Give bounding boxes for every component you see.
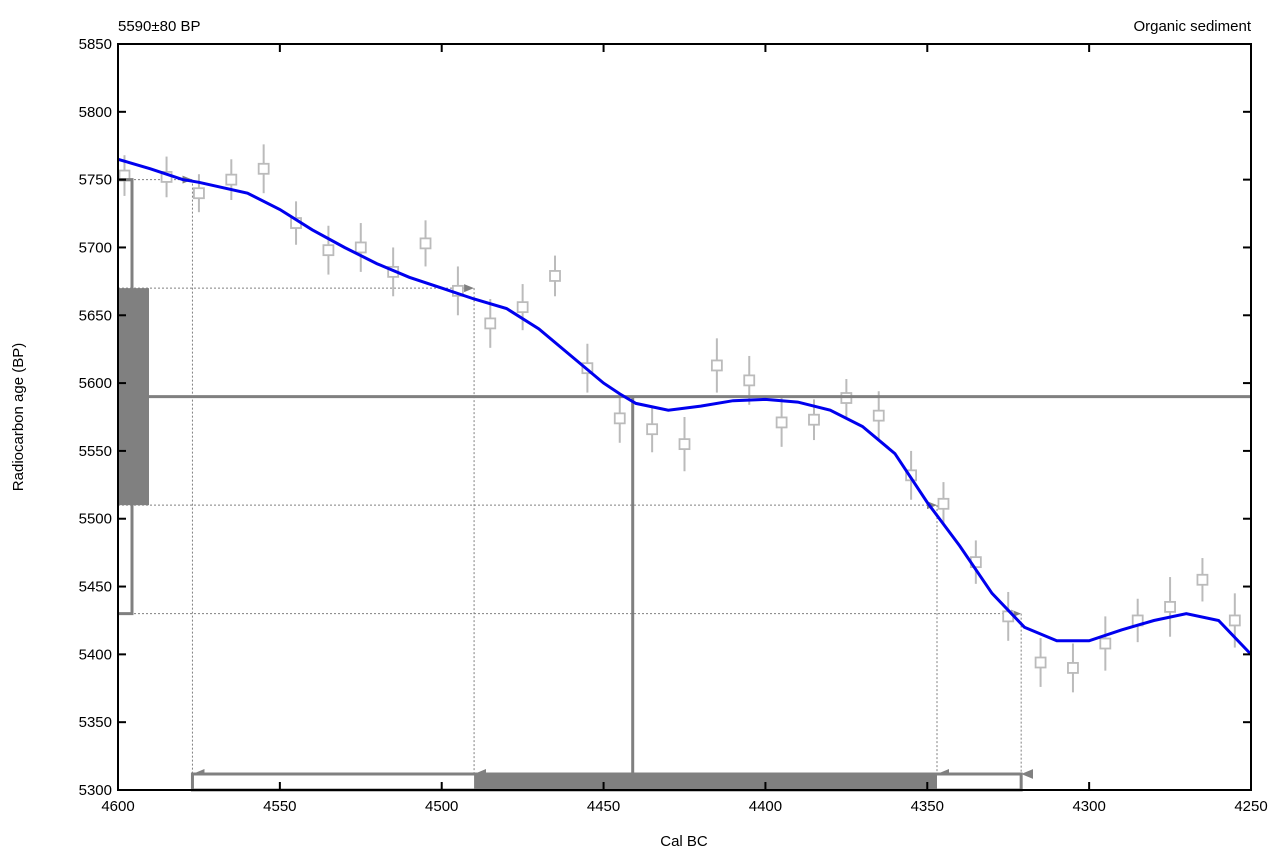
data-point — [354, 241, 367, 254]
y-tick-label: 5450 — [79, 579, 112, 596]
x-tick-label: 4550 — [263, 798, 296, 815]
y-tick-label: 5650 — [79, 307, 112, 324]
data-point — [678, 438, 691, 451]
y-tick-label: 5800 — [79, 104, 112, 121]
y-tick-label: 5600 — [79, 375, 112, 392]
data-points — [118, 144, 1241, 693]
y-tick-label: 5750 — [79, 172, 112, 189]
data-point — [193, 187, 205, 200]
guide-lines — [118, 175, 1034, 779]
data-point — [872, 409, 885, 422]
range-1sigma-box — [474, 774, 937, 790]
data-point — [516, 301, 529, 314]
plot-frame — [117, 43, 1252, 791]
y-tick-label: 5700 — [79, 239, 112, 256]
data-point — [225, 173, 238, 186]
data-point — [1099, 637, 1112, 650]
calibration-curve — [117, 157, 1253, 656]
data-point — [613, 412, 626, 425]
data-point — [1034, 656, 1047, 669]
x-tick-label: 4600 — [101, 798, 134, 815]
x-axis-label: Cal BC — [660, 833, 708, 850]
y-tick-label: 5400 — [79, 646, 112, 663]
measurement-overlay — [118, 178, 1251, 792]
title-right: Organic sediment — [1133, 18, 1251, 35]
x-tick-label: 4500 — [425, 798, 458, 815]
x-tick-label: 4300 — [1072, 798, 1105, 815]
data-point — [549, 270, 561, 282]
y-tick-label: 5850 — [79, 36, 112, 53]
data-point — [1228, 614, 1241, 627]
x-axis-ticks: 4600 4550 4500 4450 4400 4350 4300 4250 — [101, 44, 1268, 815]
data-point — [322, 244, 335, 257]
data-point — [808, 413, 820, 426]
data-point — [646, 423, 659, 436]
data-point — [1164, 600, 1176, 613]
y-tick-label: 5550 — [79, 443, 112, 460]
data-point — [1196, 573, 1209, 586]
data-point — [419, 237, 432, 250]
y-tick-label: 5350 — [79, 714, 112, 731]
y-tick-label: 5500 — [79, 511, 112, 528]
y-tick-label: 5300 — [79, 782, 112, 799]
x-tick-label: 4350 — [911, 798, 944, 815]
data-point — [743, 374, 756, 387]
x-tick-label: 4400 — [749, 798, 782, 815]
y-axis-label: Radiocarbon age (BP) — [10, 343, 27, 491]
x-tick-label: 4450 — [587, 798, 620, 815]
title-left: 5590±80 BP — [118, 18, 200, 35]
x-tick-label: 4250 — [1234, 798, 1267, 815]
data-point — [484, 317, 497, 330]
data-point — [775, 416, 788, 429]
data-point — [1067, 662, 1079, 674]
data-point — [257, 162, 270, 175]
data-point — [937, 497, 950, 510]
y-axis-ticks: 5300 5350 5400 5450 5500 5550 5600 5650 5700 5750… — [79, 36, 1251, 799]
data-point — [710, 359, 723, 372]
